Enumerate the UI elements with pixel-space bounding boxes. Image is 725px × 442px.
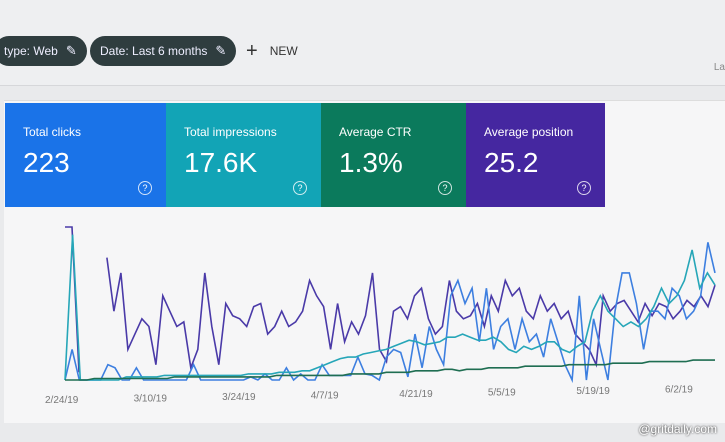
performance-chart: 2/24/19 3/10/19 3/24/19 4/7/19 4/21/19 5/5/19… [45, 226, 716, 406]
card-value: 25.2 [484, 147, 539, 178]
x-tick-label: 2/24/19 [45, 395, 79, 406]
series-line-1 [64, 242, 716, 384]
card-value: 223 [23, 147, 70, 178]
series-line-2 [64, 234, 716, 381]
card-value: 17.6K [184, 147, 258, 178]
filter-label: type: Web [4, 44, 58, 58]
watermark: @gritdaily.com [638, 422, 717, 436]
x-tick-label: 6/2/19 [665, 385, 693, 396]
x-tick-label: 4/7/19 [311, 391, 339, 402]
x-tick-label: 4/21/19 [399, 389, 433, 400]
card-value: 1.3% [339, 147, 403, 178]
new-label: NEW [269, 44, 298, 58]
x-tick-label: 5/5/19 [488, 388, 516, 399]
plus-icon: + [246, 40, 258, 62]
metric-cards: Total clicks 223 ? Total impressions 17.… [5, 103, 605, 207]
date-filter-chip[interactable]: Date: Last 6 months ✎ [90, 36, 237, 66]
series-line-3 [65, 359, 715, 381]
help-icon[interactable]: ? [293, 181, 307, 195]
help-icon[interactable]: ? [138, 181, 152, 195]
filter-label: Date: Last 6 months [100, 44, 208, 58]
x-tick-label: 3/10/19 [134, 394, 168, 405]
filter-bar: type: Web ✎ Date: Last 6 months ✎ + NEW … [0, 0, 725, 86]
card-label: Total impressions [184, 125, 277, 139]
total-clicks-card[interactable]: Total clicks 223 ? [5, 103, 166, 207]
card-label: Average CTR [339, 125, 412, 139]
pencil-icon[interactable]: ✎ [215, 43, 227, 58]
help-icon[interactable]: ? [438, 181, 452, 195]
x-tick-label: 5/19/19 [576, 386, 610, 397]
card-label: Total clicks [23, 125, 82, 139]
x-tick-label: 3/24/19 [222, 392, 256, 403]
pencil-icon[interactable]: ✎ [65, 43, 77, 58]
search-type-filter-chip[interactable]: type: Web ✎ [0, 36, 87, 66]
truncated-label: La [713, 62, 725, 73]
new-filter-button[interactable]: + NEW [246, 40, 298, 62]
card-label: Average position [484, 125, 574, 139]
average-ctr-card[interactable]: Average CTR 1.3% ? [321, 103, 466, 207]
total-impressions-card[interactable]: Total impressions 17.6K ? [166, 103, 321, 207]
average-position-card[interactable]: Average position 25.2 ? [466, 103, 605, 207]
help-icon[interactable]: ? [577, 181, 591, 195]
